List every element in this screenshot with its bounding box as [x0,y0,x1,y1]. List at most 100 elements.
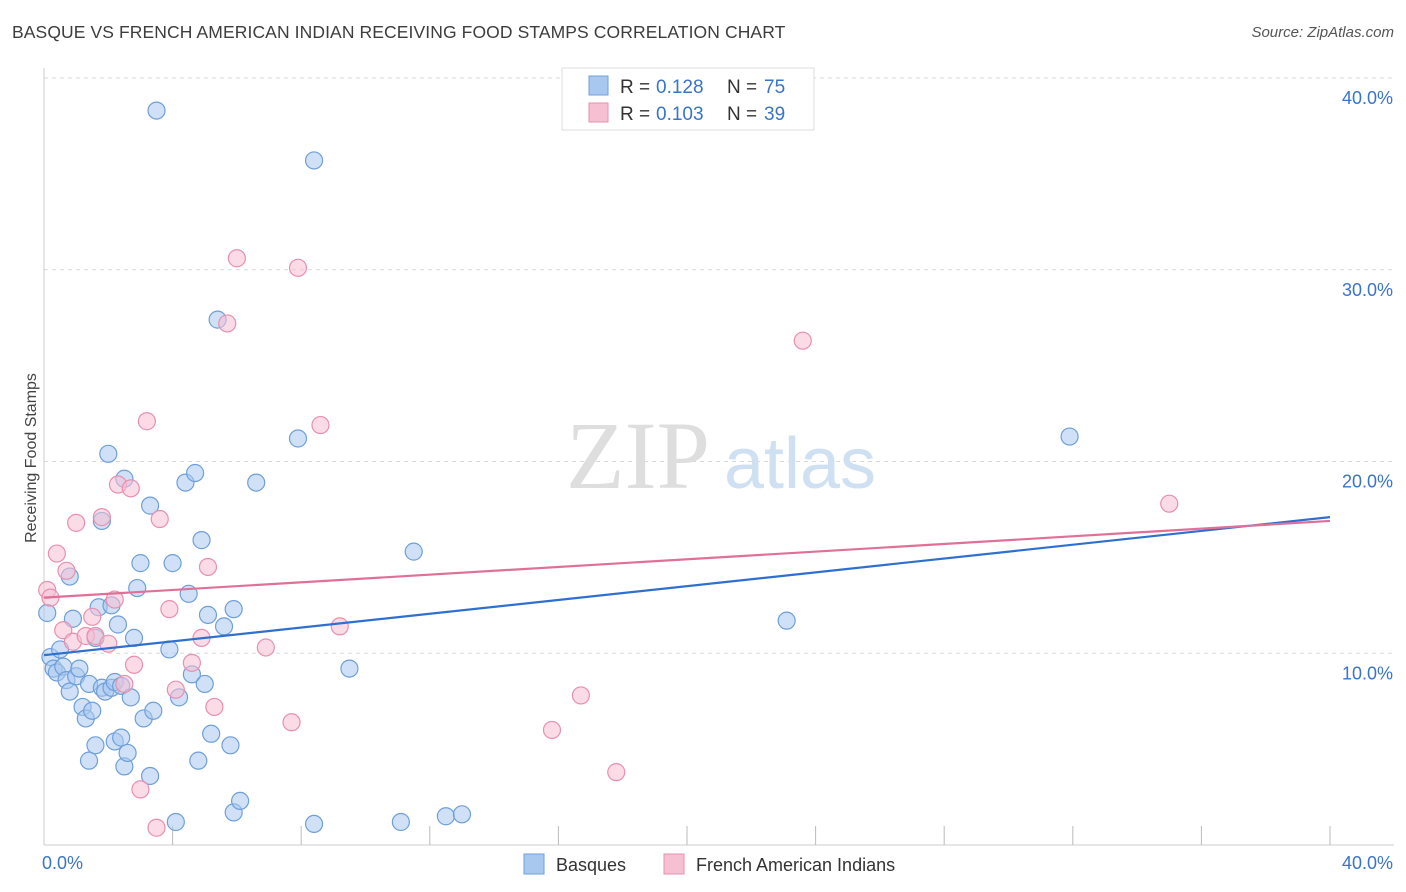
watermark: ZIP atlas [566,402,876,509]
basque-point-55 [202,724,221,743]
legend-n-label-french: N = [727,104,757,125]
legend-r-value-french: 0.103 [656,104,704,125]
basque-point-0 [38,603,57,623]
axes [43,68,1394,846]
french-point-15 [121,479,140,498]
basque-point-16 [83,701,102,720]
french-point-14 [115,674,134,694]
basque-point-14 [79,751,99,770]
basque-point-62 [247,473,266,492]
basque-point-53 [195,674,214,694]
basque-point-69 [436,807,455,826]
basque-point-45 [166,812,185,832]
french-point-26 [205,697,224,717]
y-tick-label-3: 40.0% [1342,88,1393,108]
watermark-atlas: atlas [724,424,876,504]
basque-point-70 [452,805,472,824]
french-point-30 [282,713,301,732]
chart-title: BASQUE VS FRENCH AMERICAN INDIAN RECEIVI… [12,22,786,42]
basque-point-44 [163,554,182,573]
basque-trend-line [43,516,1331,657]
legend-n-value-french: 39 [764,104,785,125]
basque-point-67 [391,812,410,832]
french-point-6 [67,513,86,532]
basque-point-37 [131,554,150,573]
basque-point-61 [231,791,250,810]
basque-point-71 [777,611,796,630]
french-point-4 [57,561,76,580]
basque-point-18 [86,736,105,755]
basque-point-72 [1060,427,1079,446]
basque-point-40 [140,496,160,515]
french-point-28 [227,249,246,268]
french-point-31 [288,258,308,277]
basque-point-51 [189,751,208,770]
legend-n-label-basques: N = [727,77,757,98]
french-point-37 [793,331,812,350]
basque-point-58 [221,736,240,755]
trend-lines [43,516,1331,657]
basque-point-65 [304,814,324,834]
bottom-legend-label-french: French American Indians [696,855,895,875]
french-trend-line [43,519,1331,599]
french-point-8 [83,607,102,626]
basque-point-54 [198,605,218,625]
y-axis-label: Receiving Food Stamps [23,373,40,543]
french-point-25 [198,557,218,577]
legend-swatch-basques [588,75,609,96]
french-point-20 [150,509,169,529]
basque-point-7 [60,682,79,701]
bottom-legend: Basques French American Indians [523,853,895,875]
french-point-33 [330,617,349,636]
basque-point-30 [112,728,131,747]
legend-r-label-basques: R = [620,77,650,98]
tick-labels: 10.0% 20.0% 30.0% 40.0% 0.0% 40.0% [42,88,1393,873]
source-label: Source: ZipAtlas.com [1251,24,1394,41]
legend-r-value-basques: 0.128 [656,77,704,98]
basque-point-36 [128,578,147,598]
legend-swatch-french [588,102,609,123]
french-point-27 [218,314,237,333]
basque-point-41 [144,701,163,720]
x-tick-label-0: 0.0% [42,853,83,873]
basque-point-11 [70,659,89,678]
basque-point-66 [340,659,359,678]
basque-point-68 [404,542,423,561]
french-point-35 [571,686,591,705]
y-tick-label-2: 30.0% [1342,280,1393,300]
basque-point-59 [224,600,243,619]
basque-point-64 [304,151,324,170]
y-tick-label-1: 20.0% [1342,472,1393,492]
french-point-16 [124,655,144,674]
french-point-17 [131,780,150,799]
french-point-19 [147,818,166,837]
legend-n-value-basques: 75 [764,77,785,98]
top-legend: R = 0.128 N = 75 R = 0.103 N = 39 [561,67,815,131]
french-point-18 [137,412,156,431]
french-point-21 [160,600,179,619]
basque-point-52 [192,531,211,550]
basque-point-39 [140,766,160,786]
french-point-10 [92,508,111,527]
gridlines [44,77,1394,654]
basque-point-43 [160,640,179,659]
series-basques [38,101,1079,834]
french-point-22 [166,680,185,699]
basque-point-33 [118,743,137,763]
french-point-12 [105,590,124,609]
basque-point-28 [108,615,128,634]
basque-point-23 [99,444,118,463]
series-french-american-indians [38,249,1179,837]
french-point-2 [47,544,66,563]
french-point-38 [1160,494,1179,513]
watermark-zip: ZIP [566,402,710,509]
french-point-23 [182,653,201,672]
basque-point-57 [214,617,234,636]
bottom-legend-label-basques: Basques [556,855,626,875]
french-point-34 [542,720,562,740]
basque-point-42 [147,101,166,120]
basque-point-50 [186,463,205,483]
french-point-32 [311,415,330,435]
bottom-legend-swatch-french [663,853,685,875]
